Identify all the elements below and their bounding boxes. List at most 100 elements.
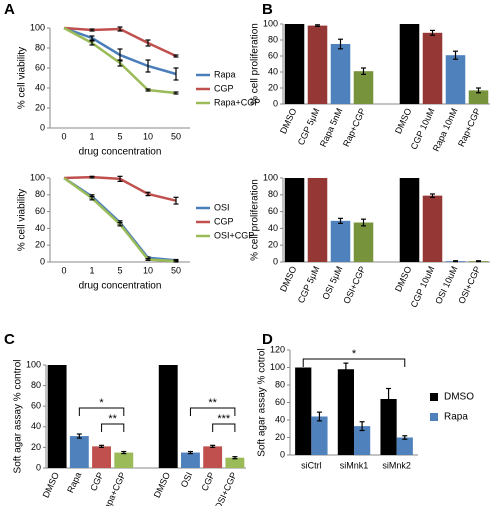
x-tick-label: 1 <box>89 265 94 275</box>
y-tick-label: 100 <box>26 359 41 369</box>
bar <box>284 24 305 104</box>
y-tick-label: 40 <box>275 414 285 424</box>
x-tick-label: Rap+CGP <box>341 107 368 149</box>
significance-label: ** <box>208 397 217 409</box>
bar <box>337 369 354 455</box>
x-tick-label: siMnk2 <box>382 460 411 470</box>
panel-label: A <box>4 1 15 18</box>
panel-label: C <box>4 331 15 348</box>
x-tick-label: OSI 10uM <box>433 265 459 306</box>
x-tick-label: CGP 5μM <box>296 265 322 305</box>
y-tick-label: 0 <box>40 256 45 266</box>
significance-label: *** <box>217 413 231 425</box>
y-tick-label: 60 <box>35 206 45 216</box>
legend-label: Rapa+CGP <box>214 97 260 107</box>
x-tick-label: DMSO <box>278 265 298 294</box>
x-tick-label: OSI+CGP <box>213 471 239 506</box>
y-axis-label: % cell viability <box>17 189 28 251</box>
legend-swatch <box>430 393 438 401</box>
y-tick-label: 0 <box>40 122 45 132</box>
bar <box>330 220 351 262</box>
bar <box>47 365 67 468</box>
legend-label: Rapa <box>444 412 468 423</box>
y-tick-label: 80 <box>275 379 285 389</box>
x-tick-label: OSI <box>179 471 195 489</box>
x-tick-label: 5 <box>117 265 122 275</box>
y-tick-label: 0 <box>273 98 278 108</box>
x-tick-label: DMSO <box>393 107 413 136</box>
y-tick-label: 20 <box>31 442 41 452</box>
y-tick-label: 40 <box>31 421 41 431</box>
bar <box>354 426 371 455</box>
legend-label: CGP <box>214 83 234 93</box>
y-tick-label: 100 <box>263 172 278 182</box>
y-tick-label: 40 <box>35 82 45 92</box>
x-axis-label: drug concentration <box>79 147 162 158</box>
x-tick-label: 50 <box>171 265 181 275</box>
y-tick-label: 20 <box>268 240 278 250</box>
y-tick-label: 40 <box>268 223 278 233</box>
x-tick-label: DMSO <box>278 107 298 136</box>
x-tick-label: DMSO <box>393 265 413 294</box>
legend-label: CGP <box>214 216 234 226</box>
y-tick-label: 100 <box>263 18 278 28</box>
x-tick-label: 0 <box>61 131 66 141</box>
significance-bracket <box>189 407 236 416</box>
x-tick-label: 10 <box>143 131 153 141</box>
y-tick-label: 80 <box>268 189 278 199</box>
legend-label: Rapa <box>214 69 236 79</box>
y-axis-label: % cell proliferation <box>250 23 261 105</box>
significance-bracket <box>212 423 236 432</box>
bar <box>445 55 466 104</box>
y-tick-label: 60 <box>35 62 45 72</box>
significance-bracket <box>302 358 406 367</box>
y-tick-label: 0 <box>273 256 278 266</box>
x-tick-label: Rapa <box>65 471 83 495</box>
significance-bracket <box>101 423 125 432</box>
x-tick-label: DMSO <box>41 471 61 500</box>
y-tick-label: 0 <box>36 462 41 472</box>
y-tick-label: 80 <box>268 34 278 44</box>
y-axis-label: Soft agar assay % cotrol <box>257 348 268 456</box>
x-tick-label: 5 <box>117 131 122 141</box>
y-tick-label: 60 <box>31 401 41 411</box>
x-tick-label: 50 <box>171 131 181 141</box>
bar <box>422 195 443 262</box>
x-axis-label: drug concentration <box>79 281 162 292</box>
y-tick-label: 80 <box>31 380 41 390</box>
legend-label: DMSO <box>444 392 474 403</box>
legend-swatch <box>430 413 438 421</box>
x-tick-label: 0 <box>61 265 66 275</box>
x-tick-label: siCtrl <box>301 460 322 470</box>
legend-label: OSI+CGP <box>214 230 254 240</box>
y-tick-label: 80 <box>35 42 45 52</box>
y-tick-label: 60 <box>275 397 285 407</box>
y-tick-label: 0 <box>280 449 285 459</box>
bar <box>311 416 328 455</box>
x-tick-label: OSI+CGP <box>341 265 367 306</box>
y-tick-label: 40 <box>35 223 45 233</box>
bar <box>422 32 443 104</box>
x-tick-label: DMSO <box>152 471 172 500</box>
y-tick-label: 60 <box>268 206 278 216</box>
bar <box>225 457 245 468</box>
y-tick-label: 60 <box>268 50 278 60</box>
x-tick-label: OSI 5μM <box>320 265 344 302</box>
x-tick-label: CGP 5μM <box>296 107 322 147</box>
bar <box>353 222 374 262</box>
y-tick-label: 20 <box>268 82 278 92</box>
x-tick-label: OSI+CGP <box>456 265 482 306</box>
bar <box>203 446 223 468</box>
bar <box>284 178 305 262</box>
significance-label: ** <box>108 413 117 425</box>
y-tick-label: 20 <box>35 240 45 250</box>
y-tick-label: 120 <box>270 344 285 354</box>
y-tick-label: 20 <box>275 432 285 442</box>
bar <box>399 178 420 262</box>
bar <box>468 90 489 104</box>
significance-label: * <box>99 397 104 409</box>
series-line <box>63 176 177 263</box>
y-tick-label: 100 <box>270 362 285 372</box>
x-tick-label: 10 <box>143 265 153 275</box>
